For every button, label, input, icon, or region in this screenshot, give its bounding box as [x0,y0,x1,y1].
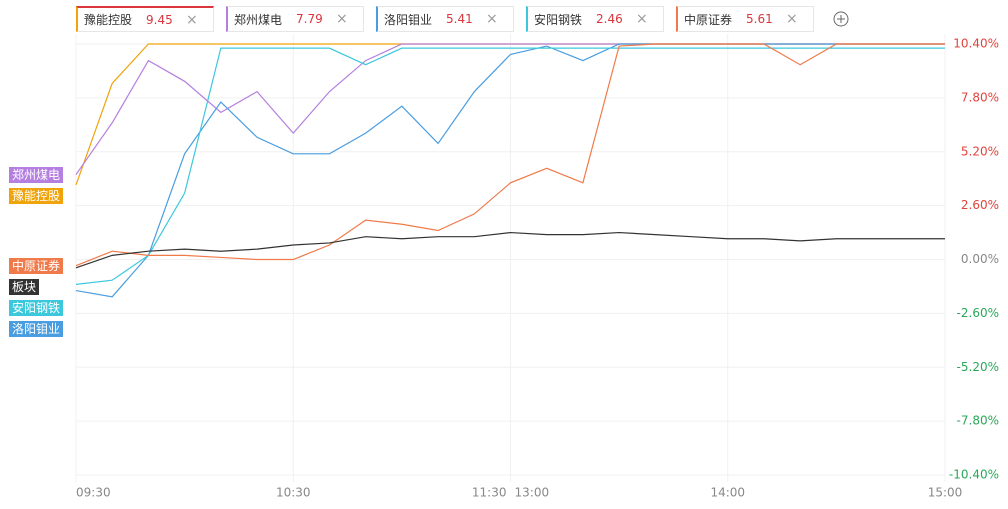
start-label: 安阳钢铁 [9,299,64,316]
y-tick-label: 5.20% [961,144,999,158]
y-tick-label: -2.60% [957,306,999,320]
start-label: 洛阳钼业 [9,320,64,337]
legend-name: 郑州煤电 [234,12,283,27]
legend-tab[interactable]: 郑州煤电 7.79 × [226,6,364,32]
legend-tab[interactable]: 豫能控股 9.45 × [76,6,214,32]
start-label: 豫能控股 [9,187,64,204]
start-label: 郑州煤电 [9,166,64,183]
legend-price: 5.61 [746,12,773,26]
y-tick-label: 0.00% [961,252,999,266]
start-label: 中原证券 [9,257,64,274]
y-tick-label: 7.80% [961,90,999,104]
legend-price: 2.46 [596,12,623,26]
series-line [75,43,945,298]
legend-name: 洛阳钼业 [384,12,433,27]
legend-tab[interactable]: 安阳钢铁 2.46 × [526,6,664,32]
x-tick-label: 10:30 [276,486,311,500]
y-tick-label: -10.40% [949,468,999,482]
legend-price: 5.41 [446,12,473,26]
y-tick-label: 2.60% [961,198,999,212]
y-tick-label: -5.20% [957,360,999,374]
y-tick-label: -7.80% [957,414,999,428]
series-line [75,231,945,269]
series-line [75,47,945,285]
close-button[interactable]: × [486,11,498,27]
legend-name: 安阳钢铁 [534,12,583,27]
close-button[interactable]: × [186,11,198,28]
close-button[interactable]: × [636,11,648,27]
series-line [75,43,945,267]
x-tick-label: 13:00 [515,486,550,500]
add-button[interactable] [833,11,849,27]
x-tick-label: 15:00 [928,486,963,500]
x-tick-label: 11:30 [472,486,507,500]
legend-price: 7.79 [296,12,323,26]
legend-tab[interactable]: 中原证券 5.61 × [676,6,814,32]
legend-tab[interactable]: 洛阳钼业 5.41 × [376,6,514,32]
legend-name: 中原证券 [684,12,733,27]
legend-name: 豫能控股 [84,13,133,27]
start-label: 板块 [9,278,40,295]
legend-price: 9.45 [146,12,173,27]
close-button[interactable]: × [336,11,348,27]
y-tick-label: 10.40% [953,37,999,51]
x-tick-label: 14:00 [710,486,745,500]
close-button[interactable]: × [786,11,798,27]
x-tick-label: 09:30 [76,486,111,500]
